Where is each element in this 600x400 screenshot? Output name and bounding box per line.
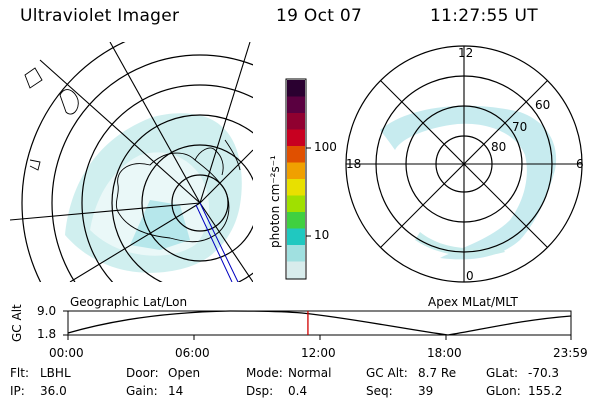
status-glat-key: GLat: xyxy=(486,366,519,380)
mlt-label-6: 6 xyxy=(576,157,584,171)
status-mode-value: Normal xyxy=(288,366,332,380)
timeline-xtick: 00:00 xyxy=(49,346,84,360)
timeline-ytick-high: 9.0 xyxy=(37,304,57,318)
status-glon-value: 155.2 xyxy=(528,384,563,398)
colorbar-band xyxy=(287,179,305,196)
colorbar-band xyxy=(287,129,305,147)
colorbar-band xyxy=(287,162,305,180)
timeline-plot xyxy=(63,310,572,340)
mlt-label-0: 0 xyxy=(466,269,474,283)
timeline-xtick: 18:00 xyxy=(427,346,462,360)
mlat-label-70: 70 xyxy=(512,120,528,134)
auroral-emission-right xyxy=(380,105,557,260)
magnetic-polar-plot xyxy=(345,45,583,283)
date-label: 19 Oct 07 xyxy=(276,6,363,26)
mlt-label-12: 12 xyxy=(458,46,474,60)
status-gain-key: Gain: xyxy=(126,384,158,398)
status-ip-value: 36.0 xyxy=(40,384,67,398)
app-title: Ultraviolet Imager xyxy=(20,6,180,26)
timeline-xtick: 23:59 xyxy=(553,346,588,360)
color-bar xyxy=(285,78,311,280)
time-label: 11:27:55 UT xyxy=(430,6,538,26)
status-seq-value: 39 xyxy=(418,384,434,398)
status-mode-key: Mode: xyxy=(246,366,283,380)
colorbar-tick-100: 100 xyxy=(314,140,337,154)
status-flt-value: LBHL xyxy=(40,366,71,380)
status-glat-value: -70.3 xyxy=(528,366,560,380)
colorbar-band xyxy=(287,80,305,97)
status-dsp-value: 0.4 xyxy=(288,384,308,398)
status-door-key: Door: xyxy=(126,366,159,380)
status-ip-key: IP: xyxy=(10,384,25,398)
status-door-value: Open xyxy=(168,366,201,380)
status-gain-value: 14 xyxy=(168,384,184,398)
colorbar-tick-10: 10 xyxy=(314,228,330,242)
colorbar-band xyxy=(287,96,305,114)
timeline-xtick: 12:00 xyxy=(301,346,336,360)
colorbar-band xyxy=(287,195,305,213)
mlat-label-60: 60 xyxy=(535,98,551,112)
status-gcalt-key: GC Alt: xyxy=(366,366,408,380)
timeline-xtick: 06:00 xyxy=(175,346,210,360)
colorbar-band xyxy=(287,261,305,279)
right-panel-caption: Apex MLat/MLT xyxy=(428,295,518,309)
colorbar-band xyxy=(287,245,305,262)
left-panel-caption: Geographic Lat/Lon xyxy=(70,295,188,309)
mlat-label-80: 80 xyxy=(491,140,507,154)
altitude-curve xyxy=(67,310,572,336)
mlt-label-18: 18 xyxy=(346,157,362,171)
status-seq-key: Seq: xyxy=(366,384,393,398)
status-flt-key: Flt: xyxy=(10,366,29,380)
status-gcalt-value: 8.7 Re xyxy=(418,366,457,380)
status-dsp-key: Dsp: xyxy=(246,384,274,398)
colorbar-title: photon cm⁻²s⁻¹ xyxy=(268,155,282,248)
timeline-ytick-low: 1.8 xyxy=(37,327,57,341)
colorbar-band xyxy=(287,146,305,163)
timeline-ylabel: GC Alt xyxy=(10,304,24,342)
geographic-map xyxy=(10,42,253,282)
colorbar-band xyxy=(287,212,305,229)
colorbar-band xyxy=(287,228,305,246)
status-glon-key: GLon: xyxy=(486,384,521,398)
colorbar-band xyxy=(287,113,305,130)
